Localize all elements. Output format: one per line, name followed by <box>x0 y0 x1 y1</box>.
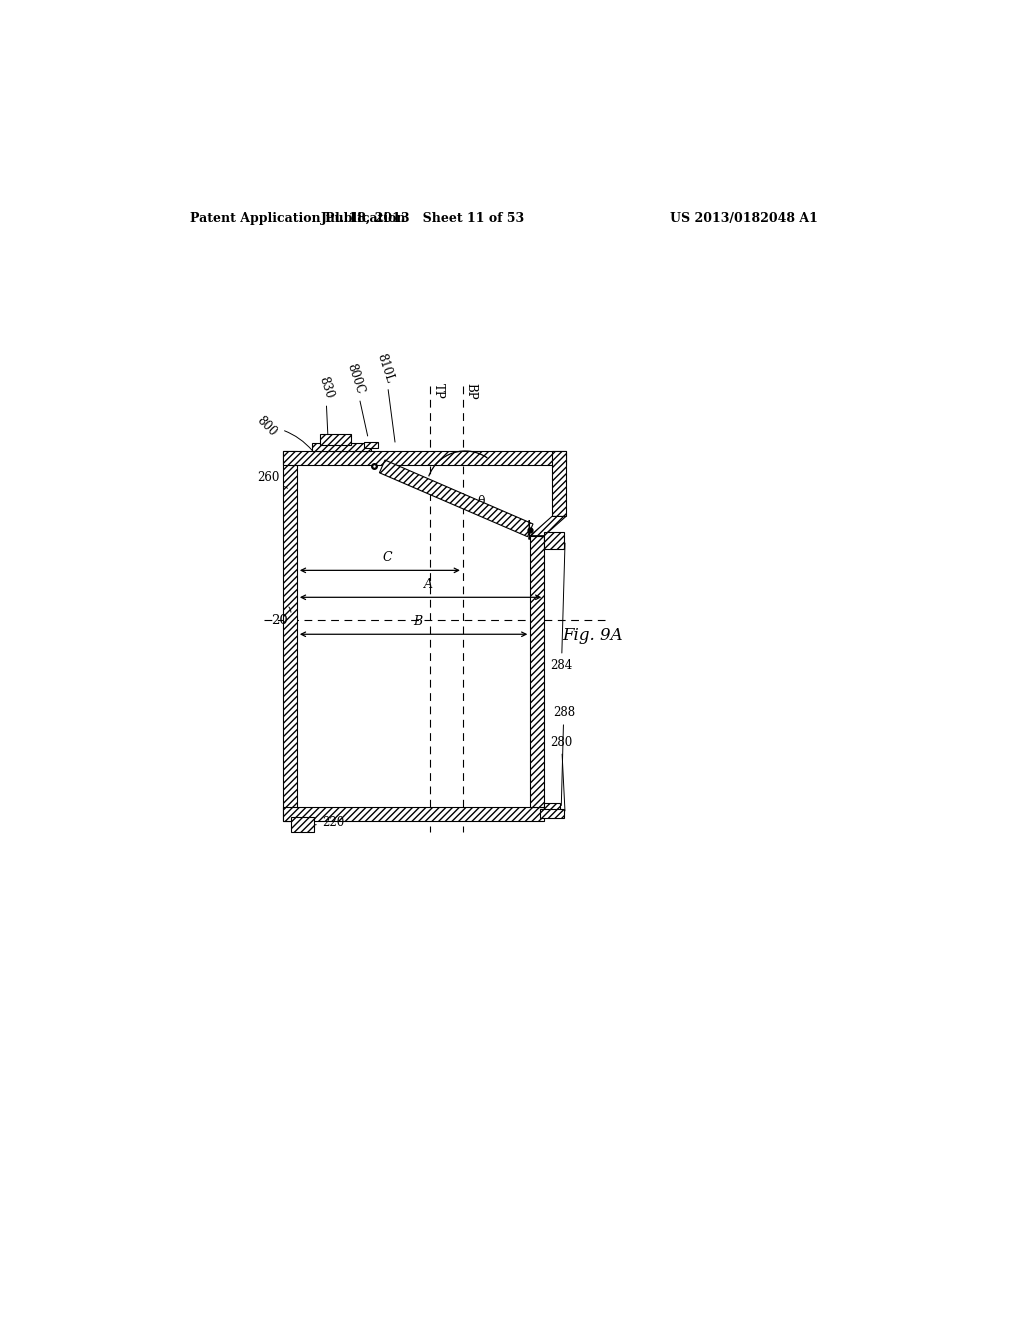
Bar <box>283 451 566 465</box>
Bar <box>544 532 563 549</box>
Bar <box>365 442 378 447</box>
Text: TP: TP <box>432 383 444 399</box>
Bar <box>530 536 544 807</box>
Text: 810L: 810L <box>375 351 396 442</box>
Text: 20: 20 <box>270 614 288 627</box>
Polygon shape <box>297 465 552 807</box>
Text: A: A <box>424 578 433 591</box>
Bar <box>552 451 566 516</box>
Bar <box>321 434 351 445</box>
Text: Jul. 18, 2013   Sheet 11 of 53: Jul. 18, 2013 Sheet 11 of 53 <box>321 213 524 224</box>
Text: 284: 284 <box>550 543 572 672</box>
Text: 800C: 800C <box>344 362 368 436</box>
Text: B: B <box>413 615 422 628</box>
Text: 800: 800 <box>254 414 312 450</box>
Text: Patent Application Publication: Patent Application Publication <box>190 213 406 224</box>
Text: 220: 220 <box>305 816 344 829</box>
Text: C: C <box>383 552 392 564</box>
Text: 288: 288 <box>553 706 574 805</box>
Text: 830: 830 <box>316 375 335 434</box>
Bar <box>291 817 314 832</box>
Text: 260: 260 <box>257 471 288 488</box>
Bar <box>541 809 563 818</box>
Polygon shape <box>530 516 566 536</box>
Text: Fig. 9A: Fig. 9A <box>562 627 624 644</box>
Text: 280: 280 <box>550 735 572 810</box>
Bar <box>544 803 560 813</box>
Bar <box>312 444 371 451</box>
Text: BP: BP <box>464 383 477 399</box>
Polygon shape <box>380 461 534 537</box>
Text: US 2013/0182048 A1: US 2013/0182048 A1 <box>671 213 818 224</box>
Bar <box>283 451 297 821</box>
Text: θ: θ <box>477 495 484 508</box>
Bar <box>283 807 544 821</box>
